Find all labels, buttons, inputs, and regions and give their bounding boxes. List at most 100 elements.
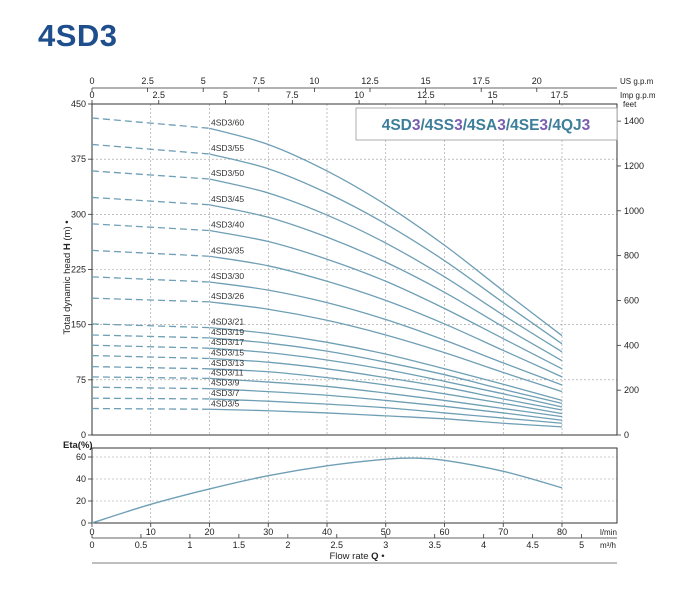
us-gpm-unit: US g.p.m — [620, 77, 654, 86]
head-curve — [209, 153, 563, 345]
head-curve — [209, 388, 563, 421]
us-gpm-tick-label: 12.5 — [361, 76, 379, 86]
us-gpm-tick-label: 5 — [201, 76, 206, 86]
head-curve-dashed — [91, 170, 210, 180]
imp-gpm-tick-label: 7.5 — [286, 90, 299, 100]
head-curve — [209, 347, 563, 408]
head-curve — [209, 301, 563, 393]
series-title-part: 3 — [582, 117, 591, 134]
head-curve — [209, 337, 563, 405]
head-axis-title-part: H — [62, 243, 73, 250]
m3h-unit: m³/h — [600, 541, 616, 550]
m3h-tick-label: 4.5 — [526, 540, 539, 550]
curve-label: 4SD3/5 — [211, 398, 240, 408]
series-title-part: /4QJ — [548, 117, 582, 134]
feet-tick-label: 1200 — [624, 161, 644, 171]
lmin-tick-label: 70 — [498, 527, 508, 537]
head-axis-title: Total dynamic head H (m) • — [62, 220, 73, 334]
head-curve-dashed — [91, 365, 210, 370]
imp-gpm-tick-label: 15 — [488, 90, 498, 100]
eta-tick-label: 40 — [76, 474, 86, 484]
m3h-tick-label: 0.5 — [135, 540, 148, 550]
imp-gpm-tick-label: 0 — [89, 90, 94, 100]
eta-tick-label: 60 — [76, 452, 86, 462]
curve-label: 4SD3/35 — [211, 245, 244, 255]
m3h-tick-label: 2.5 — [331, 540, 344, 550]
m3h-tick-label: 4 — [481, 540, 486, 550]
head-curve — [209, 377, 563, 418]
series-title-part: /4SE — [506, 117, 540, 134]
curve-label: 4SD3/21 — [211, 317, 244, 327]
curve-label: 4SD3/19 — [211, 327, 244, 337]
feet-unit: feet — [623, 100, 637, 109]
imp-gpm-tick-label: 10 — [354, 90, 364, 100]
head-tick-label: 450 — [71, 99, 86, 109]
lmin-tick-label: 0 — [89, 527, 94, 537]
us-gpm-tick-label: 15 — [421, 76, 431, 86]
efficiency-chart-frame — [91, 447, 618, 524]
curve-label: 4SD3/13 — [211, 358, 244, 368]
head-curve — [209, 368, 563, 415]
head-curve — [209, 229, 563, 370]
head-curve — [209, 255, 563, 378]
flow-rate-axis-title-part: Q — [371, 551, 378, 562]
imp-gpm-tick-label: 17.5 — [551, 90, 569, 100]
lmin-tick-label: 60 — [439, 527, 449, 537]
series-title-part: 4SD — [382, 117, 412, 134]
curve-label: 4SD3/45 — [211, 194, 244, 204]
feet-tick-label: 1000 — [624, 206, 644, 216]
eta-axis-title: Eta(%) — [63, 440, 93, 451]
feet-tick-label: 600 — [624, 295, 639, 305]
feet-tick-label: 800 — [624, 251, 639, 261]
feet-tick-label: 400 — [624, 340, 639, 350]
series-title-part: 3 — [412, 117, 421, 134]
head-axis-title-part: (m) • — [62, 220, 73, 243]
head-curve-dashed — [91, 376, 210, 380]
series-title-part: /4SS — [420, 117, 454, 134]
feet-tick-label: 200 — [624, 385, 639, 395]
curve-label: 4SD3/9 — [211, 378, 240, 388]
head-curve-dashed — [91, 276, 210, 283]
curve-label: 4SD3/11 — [211, 367, 244, 377]
flow-rate-axis-title-part: • — [379, 551, 385, 562]
head-curve-dashed — [91, 117, 210, 129]
us-gpm-tick-label: 17.5 — [472, 76, 490, 86]
efficiency-curve — [91, 457, 563, 524]
lmin-tick-label: 30 — [263, 527, 273, 537]
series-title-part: /4SA — [463, 117, 497, 134]
head-curve-dashed — [91, 334, 210, 339]
us-gpm-tick-label: 20 — [532, 76, 542, 86]
lmin-tick-label: 80 — [557, 527, 567, 537]
lmin-tick-label: 40 — [322, 527, 332, 537]
m3h-tick-label: 1.5 — [233, 540, 246, 550]
series-title: 4SD3/4SS3/4SA3/4SE3/4QJ3 — [382, 117, 591, 134]
imp-gpm-tick-label: 12.5 — [417, 90, 435, 100]
us-gpm-tick-label: 10 — [309, 76, 319, 86]
head-curve — [209, 204, 563, 362]
imp-gpm-tick-label: 2.5 — [153, 90, 166, 100]
us-gpm-tick-label: 0 — [89, 76, 94, 86]
m3h-tick-label: 1 — [187, 540, 192, 550]
eta-tick-label: 20 — [76, 496, 86, 506]
eta-tick-label: 0 — [81, 518, 86, 528]
curve-label: 4SD3/15 — [211, 348, 244, 358]
head-curve-dashed — [91, 297, 210, 303]
head-curve — [209, 127, 563, 337]
head-axis-title-part: Total dynamic head — [62, 250, 73, 335]
us-gpm-tick-label: 2.5 — [141, 76, 154, 86]
head-tick-label: 75 — [76, 375, 86, 385]
series-title-part: 3 — [539, 117, 548, 134]
lmin-tick-label: 50 — [381, 527, 391, 537]
m3h-tick-label: 0 — [89, 540, 94, 550]
curve-label: 4SD3/30 — [211, 271, 244, 281]
lmin-tick-label: 10 — [146, 527, 156, 537]
head-curve-dashed — [91, 407, 210, 410]
curve-label: 4SD3/26 — [211, 291, 244, 301]
head-curve — [209, 398, 563, 424]
m3h-tick-label: 2 — [285, 540, 290, 550]
head-tick-label: 150 — [71, 320, 86, 330]
curve-label: 4SD3/50 — [211, 168, 244, 178]
head-curve-dashed — [91, 249, 210, 257]
flow-rate-axis-title: Flow rate Q • — [329, 551, 384, 562]
